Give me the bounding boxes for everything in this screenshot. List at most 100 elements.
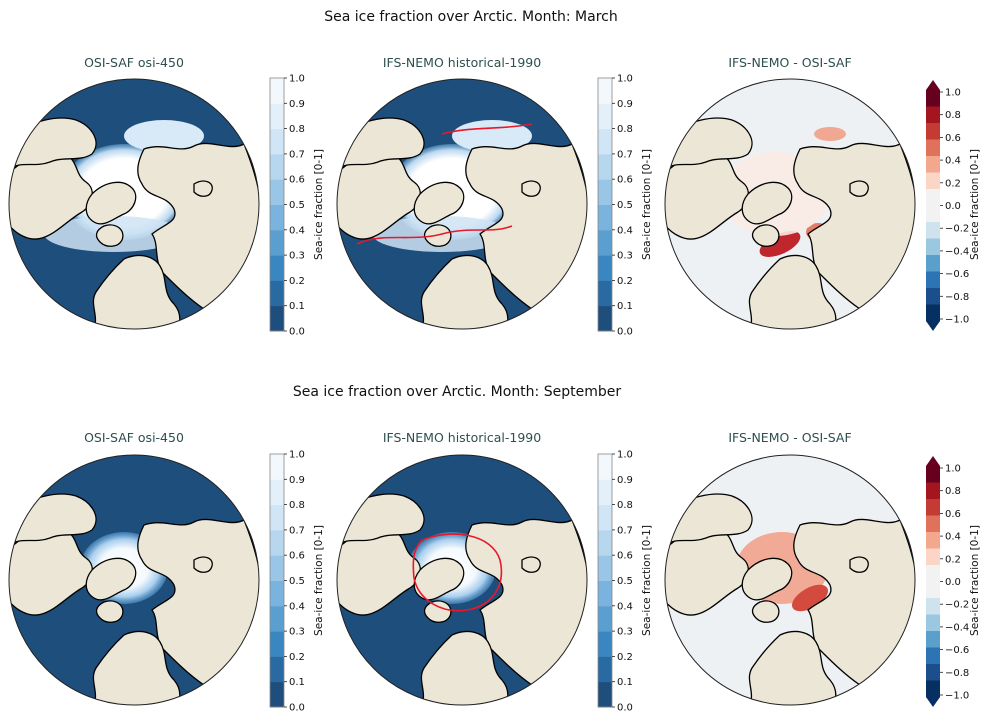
colorbar-tick-label: −0.8: [945, 668, 969, 679]
colorbar-segment: [926, 139, 940, 157]
colorbar-segment: [926, 271, 940, 289]
colorbar-tick-label: −0.2: [945, 224, 969, 235]
colorbar-segment: [598, 681, 612, 708]
land-mass: [193, 180, 213, 197]
panel-title: IFS-NEMO historical-1990: [383, 55, 541, 70]
colorbar-segment: [598, 479, 612, 506]
colorbar-tick-label: 0.0: [945, 201, 961, 212]
land-mass: [413, 181, 465, 225]
row-title-march: Sea ice fraction over Arctic. Month: Mar…: [324, 9, 618, 25]
colorbar-segment: [926, 499, 940, 516]
colorbar-tick-label: 1.0: [617, 450, 633, 461]
colorbar-segment: [926, 189, 940, 206]
colorbar-difference-march: 1.0 0.8 0.6 0.4 0.2 0.0 −0.2 −0.4 −0.6 −0.8 −1.0 Se…: [926, 80, 981, 331]
colorbar-segment: [926, 90, 940, 107]
colorbar-segment: [598, 504, 612, 531]
colorbar-tick-label: 0.7: [289, 149, 305, 160]
colorbar-extend-min: [926, 321, 940, 331]
colorbar-segment: [270, 153, 284, 180]
colorbar-segment: [270, 555, 284, 581]
land-mass: [413, 557, 465, 601]
colorbar-tick-label: 0.1: [617, 677, 633, 688]
colorbar-extend-max: [926, 456, 940, 466]
difference-anomaly: [814, 127, 846, 141]
colorbar-tick-label: 0.6: [945, 509, 961, 520]
colorbar-segment: [926, 205, 940, 223]
polar-map-observation-september: [8, 454, 260, 706]
colorbar-tick-label: 0.6: [617, 551, 633, 562]
panel-title: IFS-NEMO - OSI-SAF: [728, 55, 851, 70]
colorbar-segment: [270, 305, 284, 332]
land-mass: [741, 557, 793, 601]
colorbar-segment: [926, 123, 940, 140]
colorbar-tick-label: 0.2: [945, 554, 961, 565]
sea-ice-cover: [124, 120, 204, 152]
panel-title: OSI-SAF osi-450: [84, 55, 184, 70]
colorbar-label: Sea-ice fraction [0-1]: [969, 149, 981, 260]
land-mass: [193, 556, 213, 573]
colorbar-segment: [926, 172, 940, 190]
colorbar-segment: [270, 681, 284, 708]
colorbar-segment: [270, 580, 284, 607]
colorbar-tick-label: 0.4: [617, 601, 633, 612]
colorbar-segment: [926, 156, 940, 173]
colorbar-label: Sea-ice fraction [0-1]: [969, 525, 981, 636]
land-mass: [521, 556, 541, 573]
panel-title: OSI-SAF osi-450: [84, 430, 184, 445]
colorbar-segment: [598, 305, 612, 332]
colorbar-tick-label: 0.9: [617, 475, 633, 486]
colorbar-tick-label: 0.4: [289, 601, 305, 612]
land-mass: [751, 224, 780, 247]
colorbar-segment: [270, 529, 284, 556]
colorbar-tick-label: 0.6: [289, 175, 305, 186]
colorbar-label: Sea-ice fraction [0-1]: [641, 149, 653, 260]
colorbar-segment: [598, 103, 612, 130]
land-mass: [849, 180, 869, 197]
colorbar-model-march: 0.0 0.1 0.2 0.3 0.4 0.5 0.6 0.7 0.8 0.9 1.0 Sea-ice…: [597, 74, 653, 338]
colorbar-tick-label: 0.8: [289, 500, 305, 511]
colorbar-segment: [598, 656, 612, 683]
colorbar-segment: [926, 532, 940, 549]
colorbar-tick-label: 0.4: [945, 532, 961, 543]
colorbar-tick-label: 0.4: [617, 225, 633, 236]
land-mass: [793, 518, 915, 686]
map-boundary: [336, 454, 588, 706]
ice-edge-contour: [356, 123, 533, 245]
colorbar-tick-label: −0.8: [945, 292, 969, 303]
colorbar-tick-label: 0.7: [289, 525, 305, 536]
polar-map-difference-september: [664, 454, 916, 706]
colorbar-tick-label: 0.4: [945, 156, 961, 167]
colorbar-tick-label: 0.8: [945, 486, 961, 497]
colorbar-extend-min: [926, 697, 940, 707]
land-mass: [137, 142, 259, 310]
difference-anomaly: [791, 584, 829, 612]
colorbar-tick-label: 1.0: [289, 450, 305, 461]
colorbar-tick-label: 0.9: [289, 99, 305, 110]
colorbar-segment: [926, 515, 940, 533]
colorbar-segment: [598, 454, 612, 480]
colorbar-model-september: 0.0 0.1 0.2 0.3 0.4 0.5 0.6 0.7 0.8 0.9 1.0 Sea-ice…: [597, 450, 653, 714]
colorbar-segment: [270, 280, 284, 307]
colorbar-tick-label: 0.3: [617, 251, 633, 262]
colorbar-segment: [270, 656, 284, 683]
colorbar-segment: [926, 482, 940, 500]
colorbar-segment: [270, 479, 284, 506]
land-mass: [793, 142, 915, 310]
polar-map-observation-march: [8, 78, 260, 330]
polar-map-model-september: [336, 454, 588, 706]
colorbar-tick-label: 0.0: [289, 327, 305, 338]
land-mass: [751, 600, 780, 623]
land-mass: [741, 181, 793, 225]
colorbar-tick-label: 0.7: [617, 525, 633, 536]
land-mass: [423, 600, 452, 623]
colorbar-tick-label: 0.7: [617, 149, 633, 160]
colorbar-segment: [926, 548, 940, 566]
colorbar-tick-label: 0.0: [617, 327, 633, 338]
map-boundary: [664, 454, 916, 706]
colorbar-tick-label: 0.1: [289, 677, 305, 688]
colorbar-segment: [926, 664, 940, 681]
colorbar-tick-label: 0.0: [289, 703, 305, 714]
colorbar-tick-label: 0.2: [289, 652, 305, 663]
colorbar-tick-label: 0.2: [289, 276, 305, 287]
